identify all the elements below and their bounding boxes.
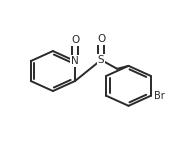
Text: S: S: [98, 55, 105, 65]
Text: O: O: [97, 34, 105, 44]
Text: N: N: [71, 56, 79, 66]
Text: O: O: [71, 35, 79, 45]
Text: Br: Br: [154, 91, 165, 101]
